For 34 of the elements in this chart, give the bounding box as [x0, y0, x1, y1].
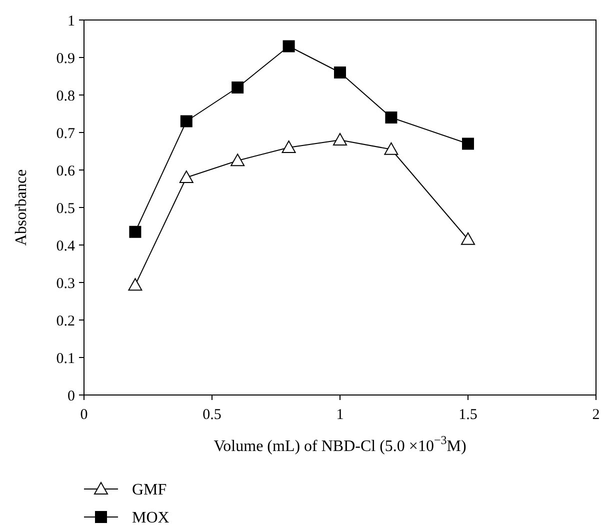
point [333, 133, 347, 146]
y-tick-label: 0 [68, 388, 75, 404]
y-tick-label: 0.5 [56, 200, 75, 217]
x-tick-label: 0.5 [202, 407, 222, 423]
y-tick-label: 0.2 [56, 313, 75, 330]
point [282, 40, 295, 52]
point [232, 82, 244, 94]
x-tick-label: 2 [592, 407, 600, 423]
point [385, 112, 398, 124]
point [462, 138, 474, 150]
x-tick-label: 0 [80, 407, 88, 423]
y-tick-label: 0.7 [56, 126, 76, 142]
point [384, 142, 398, 155]
y-tick-label: 0.4 [56, 238, 76, 254]
point [180, 115, 192, 128]
x-tick-label: 1.5 [458, 407, 478, 423]
y-tick-label: 0.9 [56, 50, 75, 67]
legend-label: GMF [132, 482, 167, 499]
point [128, 278, 142, 291]
x-axis-title: Volume (mL) of NBD-Cl (5.0 ×10$^{−3}$M) [214, 433, 466, 455]
point [129, 226, 142, 238]
point [179, 170, 194, 183]
legend-label: MOX [132, 510, 170, 526]
point [461, 232, 475, 245]
y-tick-label: 0.3 [56, 276, 75, 292]
point [282, 140, 296, 153]
y-tick-label: 0.1 [56, 350, 75, 367]
y-tick-label: 0.8 [56, 88, 75, 104]
y-axis-title: Absorbance [13, 169, 30, 246]
y-tick-label: 1 [68, 13, 75, 30]
point [230, 154, 245, 166]
y-tick-label: 0.6 [56, 163, 76, 180]
point [334, 66, 346, 78]
x-tick-label: 1 [336, 407, 344, 423]
